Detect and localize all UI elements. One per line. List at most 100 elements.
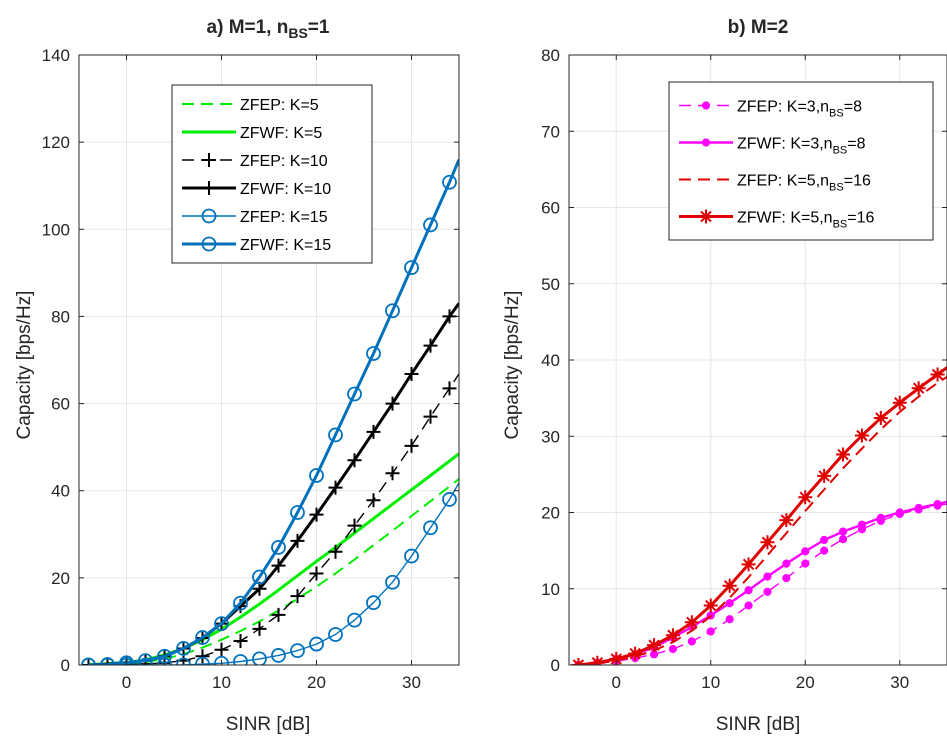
- chart-a-series-4-point: [347, 612, 362, 628]
- chart-b-series-3-point: [854, 428, 869, 443]
- chart-a-y-tick-label: 0: [61, 656, 70, 675]
- chart-a-series-5-point: [271, 539, 286, 555]
- chart-a-series-2-point: [290, 589, 305, 604]
- chart-a-x-tick-label: 10: [212, 673, 231, 692]
- chart-a-series-4-point: [366, 595, 381, 611]
- chart-b-series-3-point: [873, 410, 888, 425]
- chart-a-series-5-point: [423, 217, 438, 233]
- chart-a-series-4-point: [252, 651, 267, 665]
- chart-a-series-2-point: [195, 649, 210, 664]
- chart-a-series-3-point: [366, 424, 381, 439]
- chart-b-series-1-point: [914, 503, 923, 513]
- chart-b-series-0-point: [820, 546, 829, 555]
- chart-a-legend-box: [171, 84, 373, 264]
- chart-b-series-3-point: [798, 490, 813, 505]
- chart-b-series-3-point: [609, 651, 624, 665]
- chart-a-legend-marker-5: [201, 236, 217, 252]
- chart-a-series-2-point: [252, 621, 267, 636]
- chart-b-series-1-point: [782, 559, 791, 568]
- chart-b-series-3-point: [628, 646, 643, 661]
- chart-a-y-tick-label: 120: [42, 133, 70, 152]
- chart-a-legend-label-5: ZFWF: K=15: [240, 237, 331, 254]
- chart-b-series-2-line: [578, 375, 947, 665]
- chart-a-title: a) M=1, nBS=1: [207, 17, 330, 41]
- chart-a-y-tick-label: 140: [42, 46, 70, 65]
- chart-a-series-3-point: [81, 658, 96, 665]
- chart-b-series-3-point: [703, 598, 718, 613]
- chart-b-series-1-point: [820, 535, 829, 545]
- chart-a-series-3-point: [309, 507, 324, 522]
- chart-a-series-5-point: [195, 630, 210, 645]
- chart-b-series-3-point: [722, 578, 737, 593]
- chart-a-series-4-point: [328, 627, 343, 642]
- chart-a-series-4-point: [214, 655, 229, 665]
- chart-a-x-axis-label: SINR [dB]: [226, 714, 310, 735]
- chart-b-series-1-point: [725, 599, 734, 608]
- chart-b-title: b) M=2: [728, 17, 789, 38]
- chart-b-x-tick-label: 20: [796, 673, 815, 692]
- chart-a-series-5-point: [385, 303, 400, 319]
- chart-a-series-3-point: [347, 453, 362, 468]
- chart-b-series-1-point: [763, 572, 772, 581]
- chart-a-series-4-point: [404, 548, 419, 564]
- chart-a-series-2-point: [214, 642, 229, 657]
- chart-b-series-3-point: [647, 638, 662, 653]
- chart-b-series-3-point: [779, 513, 794, 528]
- chart-a-series-2-point: [385, 466, 400, 481]
- chart-b-series-0-point: [744, 601, 753, 610]
- chart-a-series-2-point: [271, 607, 286, 622]
- chart-b-legend-label-1: ZFWF: K=3,nBS=8: [737, 136, 866, 157]
- chart-b-legend: ZFEP: K=3,nBS=8 ZFWF: K=3,nBS=8 ZFEP: K=5,…: [668, 81, 934, 241]
- chart-a-series-5-point: [138, 653, 153, 665]
- chart-b-y-axis-label: Capacity [bps/Hz]: [502, 291, 523, 440]
- chart-a-y-tick-label: 60: [51, 395, 70, 414]
- chart-a-series-2-point: [347, 518, 362, 533]
- chart-b-series-1-point: [933, 500, 942, 509]
- chart-b-y-tick-label: 80: [541, 46, 560, 65]
- chart-b-y-tick-label: 10: [541, 580, 560, 599]
- chart-a-x-tick-label: 0: [122, 673, 131, 692]
- chart-b-y-tick-label: 0: [551, 656, 560, 675]
- chart-a-legend-label-0: ZFEP: K=5: [240, 97, 319, 114]
- chart-b-series-0-point: [706, 627, 715, 636]
- chart-a-y-tick-label: 80: [51, 307, 70, 326]
- chart-a-series-3-point: [271, 558, 286, 573]
- chart-b-legend-label-3: ZFWF: K=5,nBS=16: [737, 210, 875, 231]
- chart-a-series-4-point: [271, 648, 286, 663]
- chart-a-legend-marker-2: [202, 153, 216, 167]
- chart-b-x-tick-label: 10: [701, 673, 720, 692]
- chart-b-series-0-point: [782, 573, 791, 583]
- chart-b-legend-box: [668, 81, 934, 241]
- chart-a-y-tick-label: 40: [51, 482, 70, 501]
- chart-b-series-1-point: [895, 508, 904, 517]
- chart-a-legend-label-2: ZFEP: K=10: [240, 153, 328, 170]
- chart-a-series-5-point: [176, 641, 191, 656]
- chart-b-series-0-point: [763, 587, 772, 596]
- chart-b-y-tick-label: 20: [541, 504, 560, 523]
- chart-b-series-3-point: [930, 367, 945, 382]
- chart-a-x-tick-label: 20: [307, 673, 326, 692]
- chart-a-axes-box: [78, 54, 460, 666]
- chart-b-legend-marker-1: [701, 138, 711, 147]
- chart-a-legend-label-4: ZFEP: K=15: [240, 209, 328, 226]
- chart-b-legend-label-0: ZFEP: K=3,nBS=8: [737, 99, 862, 120]
- chart-a-series-2-point: [328, 544, 343, 559]
- chart-a-series-4-point: [423, 520, 438, 536]
- chart-b-series-3-point: [684, 615, 699, 630]
- chart-b-series-1-point: [744, 586, 753, 595]
- chart-b-series-3-point: [665, 628, 680, 643]
- chart-b-series-1-point: [857, 520, 867, 529]
- chart-a-series-2-point: [404, 438, 419, 453]
- chart-a-series-5-point: [404, 260, 419, 276]
- chart-a-series-4-line: [88, 482, 459, 665]
- chart-a-legend-label-1: ZFWF: K=5: [240, 125, 322, 142]
- chart-b-series-0-point: [687, 637, 696, 646]
- chart-b-series-3-point: [817, 468, 832, 483]
- chart-a-series-4-point: [119, 657, 134, 665]
- chart-a-legend-marker-3: [202, 181, 216, 195]
- chart-b-series-3-point: [741, 557, 756, 572]
- chart-b-series-0-point: [838, 535, 848, 544]
- chart-a-series-3-point: [290, 533, 305, 548]
- chart-b-legend-marker-0: [701, 101, 711, 110]
